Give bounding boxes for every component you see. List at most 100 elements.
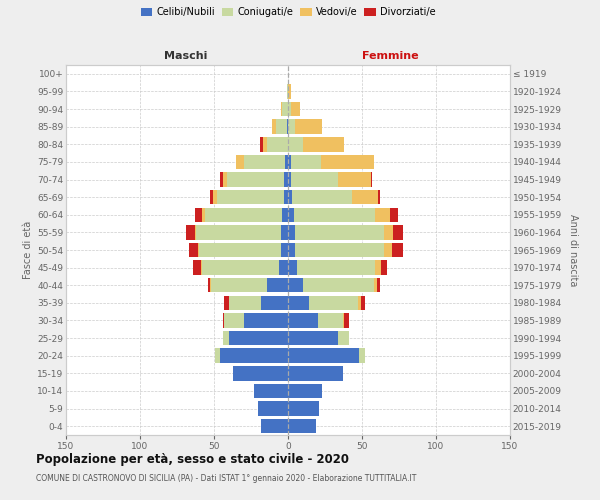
Bar — [291, 154, 320, 169]
Bar — [254, 384, 288, 398]
Bar — [189, 243, 198, 257]
Bar — [288, 190, 292, 204]
Bar — [288, 84, 291, 98]
Bar — [384, 225, 393, 240]
Bar — [390, 208, 398, 222]
Bar — [358, 296, 361, 310]
Bar — [276, 120, 287, 134]
Bar — [262, 296, 288, 310]
Bar — [288, 154, 291, 169]
Bar — [338, 331, 349, 345]
Bar — [374, 278, 377, 292]
Bar — [215, 348, 220, 363]
Bar — [267, 137, 288, 152]
Bar — [186, 225, 195, 240]
Bar — [392, 243, 403, 257]
Bar — [284, 172, 288, 186]
Bar — [281, 102, 282, 117]
Bar — [288, 102, 291, 117]
Legend: Celibi/Nubili, Coniugati/e, Vedovi/e, Divorziati/e: Celibi/Nubili, Coniugati/e, Vedovi/e, Di… — [141, 8, 435, 18]
Bar — [217, 190, 284, 204]
Bar — [267, 278, 288, 292]
Bar — [223, 172, 227, 186]
Text: Popolazione per età, sesso e stato civile - 2020: Popolazione per età, sesso e stato civil… — [36, 454, 349, 466]
Bar — [279, 260, 288, 275]
Bar — [288, 419, 316, 434]
Bar — [205, 208, 282, 222]
Bar — [295, 243, 384, 257]
Bar — [295, 225, 384, 240]
Bar — [281, 225, 288, 240]
Bar — [224, 314, 244, 328]
Y-axis label: Fasce di età: Fasce di età — [23, 221, 33, 279]
Bar — [282, 102, 288, 117]
Bar — [376, 208, 390, 222]
Bar — [320, 154, 374, 169]
Bar — [376, 260, 381, 275]
Bar — [384, 243, 392, 257]
Bar — [303, 278, 374, 292]
Bar — [343, 314, 344, 328]
Bar — [288, 208, 294, 222]
Bar — [202, 208, 205, 222]
Bar — [338, 172, 371, 186]
Bar — [208, 278, 209, 292]
Bar — [309, 296, 358, 310]
Bar — [259, 402, 288, 416]
Bar — [281, 243, 288, 257]
Bar — [263, 137, 267, 152]
Bar — [288, 120, 295, 134]
Bar — [209, 278, 211, 292]
Bar — [288, 314, 317, 328]
Bar — [291, 172, 338, 186]
Bar — [295, 120, 322, 134]
Bar — [233, 366, 288, 380]
Bar — [224, 296, 229, 310]
Bar — [284, 190, 288, 204]
Bar — [195, 208, 202, 222]
Bar — [260, 137, 263, 152]
Bar — [288, 260, 297, 275]
Text: Femmine: Femmine — [362, 52, 418, 62]
Bar — [285, 154, 288, 169]
Bar — [361, 296, 365, 310]
Bar — [272, 120, 276, 134]
Bar — [220, 348, 288, 363]
Bar — [288, 402, 319, 416]
Bar — [288, 384, 322, 398]
Bar — [198, 243, 199, 257]
Bar — [303, 137, 344, 152]
Bar — [344, 314, 349, 328]
Bar — [288, 225, 295, 240]
Bar — [393, 225, 403, 240]
Bar — [297, 260, 376, 275]
Bar — [195, 225, 196, 240]
Bar — [294, 208, 376, 222]
Bar — [211, 278, 267, 292]
Bar — [223, 314, 224, 328]
Bar — [229, 331, 288, 345]
Bar — [288, 296, 309, 310]
Bar — [381, 260, 387, 275]
Bar — [288, 348, 359, 363]
Bar — [200, 260, 202, 275]
Bar — [317, 314, 343, 328]
Bar — [209, 190, 212, 204]
Text: COMUNE DI CASTRONOVO DI SICILIA (PA) - Dati ISTAT 1° gennaio 2020 - Elaborazione: COMUNE DI CASTRONOVO DI SICILIA (PA) - D… — [36, 474, 416, 483]
Bar — [244, 154, 285, 169]
Bar — [287, 120, 288, 134]
Bar — [378, 190, 380, 204]
Y-axis label: Anni di nascita: Anni di nascita — [568, 214, 578, 286]
Bar — [359, 348, 365, 363]
Bar — [244, 314, 288, 328]
Bar — [288, 331, 338, 345]
Bar — [291, 102, 300, 117]
Bar — [199, 243, 281, 257]
Text: Maschi: Maschi — [164, 52, 208, 62]
Bar — [288, 243, 295, 257]
Bar — [227, 172, 284, 186]
Bar — [220, 172, 223, 186]
Bar — [196, 225, 281, 240]
Bar — [288, 137, 303, 152]
Bar — [229, 296, 262, 310]
